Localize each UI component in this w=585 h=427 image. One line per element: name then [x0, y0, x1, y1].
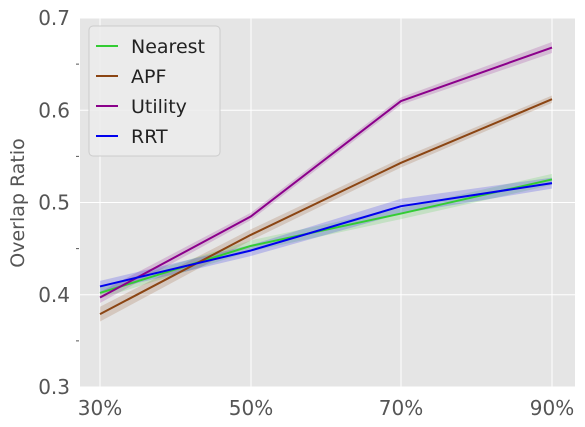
y-axis-title: Overlap Ratio: [7, 138, 29, 268]
legend: Nearest APF Utility RRT: [89, 26, 220, 156]
legend-label-apf: APF: [131, 66, 166, 88]
y-tick-label: 0.4: [38, 283, 70, 307]
legend-label-rrt: RRT: [131, 126, 168, 148]
y-tick-label: 0.5: [38, 191, 70, 215]
x-tick-label: 90%: [530, 396, 574, 420]
x-tick-label: 30%: [78, 396, 122, 420]
y-tick-label: 0.3: [38, 375, 70, 399]
legend-label-utility: Utility: [131, 96, 187, 118]
x-axis-ticks: 30% 50% 70% 90%: [78, 396, 574, 420]
y-tick-label: 0.6: [38, 98, 70, 122]
y-axis-ticks: 0.3 0.4 0.5 0.6 0.7: [38, 6, 79, 399]
legend-label-nearest: Nearest: [131, 36, 205, 58]
x-tick-label: 50%: [229, 396, 273, 420]
x-tick-label: 70%: [379, 396, 423, 420]
y-tick-label: 0.7: [38, 6, 70, 30]
